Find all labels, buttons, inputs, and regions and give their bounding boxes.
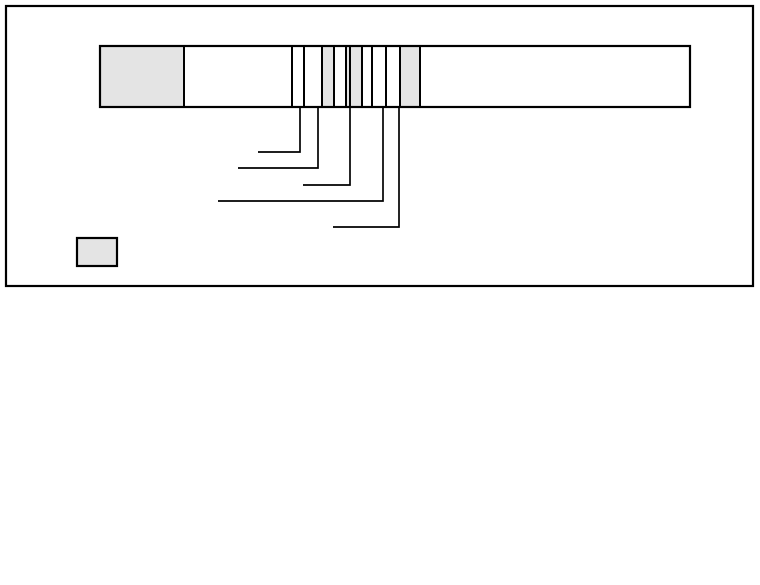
bar-outline — [98, 44, 692, 109]
leader-line-1 — [258, 107, 301, 153]
leader-line-4 — [218, 107, 384, 202]
legend-swatch[interactable] — [75, 236, 119, 268]
leader-line-5 — [333, 107, 400, 228]
bar-segment-1[interactable] — [100, 46, 184, 107]
bar-segment-8[interactable] — [362, 46, 372, 107]
bar-segment-3[interactable] — [292, 46, 304, 107]
bar-segment-11[interactable] — [400, 46, 420, 107]
bar-segment-4[interactable] — [304, 46, 322, 107]
bar-segments — [100, 46, 690, 107]
bar-segment-12[interactable] — [420, 46, 554, 107]
bar-segment-7[interactable] — [346, 46, 362, 107]
leader-lines — [218, 107, 400, 228]
bar-segment-9[interactable] — [372, 46, 386, 107]
leader-line-3 — [303, 107, 351, 186]
bar-dividers — [183, 46, 421, 107]
bar-segment-5[interactable] — [322, 46, 334, 107]
bar-segment-10[interactable] — [386, 46, 400, 107]
legend — [75, 236, 119, 268]
bar-segment-6[interactable] — [334, 46, 346, 107]
leader-line-2 — [238, 107, 319, 169]
bar-segment-2[interactable] — [184, 46, 292, 107]
bar-segment-13[interactable] — [554, 46, 690, 107]
